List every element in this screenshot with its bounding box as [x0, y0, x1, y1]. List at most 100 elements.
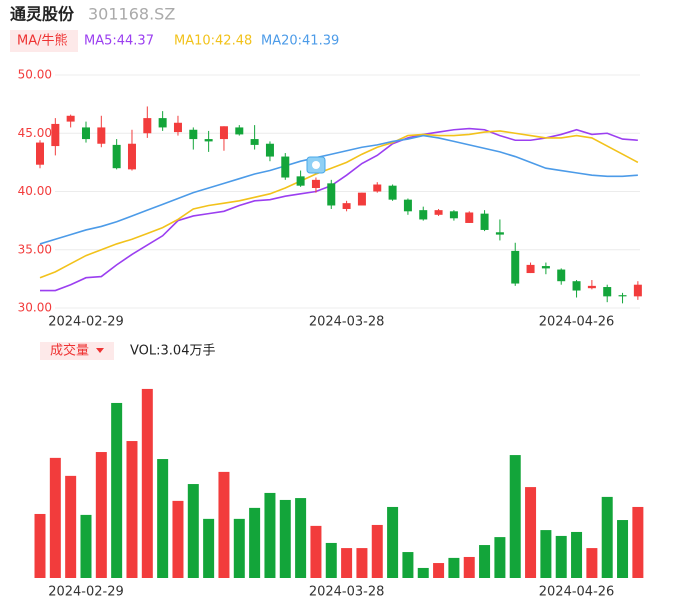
candle-body	[36, 142, 44, 165]
ma-line	[39, 130, 639, 279]
candle-body	[219, 126, 228, 140]
volume-title[interactable]: 成交量	[50, 343, 89, 359]
candle-body	[403, 199, 412, 212]
candle-body	[480, 213, 489, 230]
candle-body	[357, 192, 366, 206]
volume-bar	[479, 545, 491, 578]
volume-bar	[187, 484, 199, 578]
volume-bar	[49, 457, 61, 578]
volume-bar	[356, 548, 368, 578]
candle-body	[235, 127, 244, 135]
candle-body	[189, 129, 198, 140]
volume-bar	[295, 498, 307, 578]
volume-bar	[371, 524, 383, 578]
candle-body	[342, 203, 351, 209]
candle-body	[281, 156, 290, 178]
volume-bar	[433, 563, 445, 578]
volume-bar	[632, 506, 644, 578]
y-tick-label: 35.00	[18, 242, 52, 256]
candle-body	[112, 144, 121, 169]
stock-name: 通灵股份	[10, 5, 75, 24]
candle-body	[618, 295, 627, 297]
y-tick-label: 50.00	[18, 68, 52, 82]
x-tick-label: 2024-03-28	[309, 585, 385, 600]
x-tick-label: 2024-02-29	[48, 315, 124, 330]
indicator-box[interactable]	[10, 30, 78, 52]
volume-bar	[601, 496, 613, 578]
candle-body	[204, 139, 213, 142]
candle-body	[173, 122, 182, 133]
candle-body	[572, 281, 581, 291]
legend-entry: MA10:42.48	[174, 34, 252, 49]
candle-body	[296, 176, 305, 186]
volume-bar	[402, 552, 414, 578]
candle-body	[434, 210, 443, 215]
candle-body	[66, 115, 75, 122]
volume-bar	[509, 455, 521, 578]
volume-bar	[571, 531, 583, 578]
volume-bar	[126, 441, 138, 578]
volume-bar	[617, 520, 629, 578]
volume-bar	[111, 402, 123, 578]
indicator-label[interactable]: MA/牛熊	[17, 33, 68, 49]
volume-bar	[279, 499, 291, 578]
volume-bar	[34, 513, 46, 578]
volume-bar	[172, 500, 184, 578]
volume-bar	[141, 388, 153, 578]
candle-body	[265, 143, 274, 157]
candle-body	[633, 284, 642, 297]
x-tick-label: 2024-04-26	[539, 585, 615, 600]
legend-entry: MA20:41.39	[261, 34, 339, 49]
volume-bar	[157, 459, 169, 578]
ma-line	[40, 127, 638, 292]
volume-bar	[494, 537, 506, 578]
candle-body	[158, 118, 167, 128]
volume-bar	[387, 506, 399, 578]
candle-body	[127, 143, 136, 170]
candle-body	[449, 211, 458, 219]
volume-bar	[203, 518, 215, 578]
candle-body	[495, 232, 504, 235]
x-tick-label: 2024-02-29	[48, 585, 124, 600]
volume-bar	[65, 475, 77, 578]
volume-bar	[586, 548, 598, 578]
candle-body	[557, 269, 566, 282]
volume-bar	[218, 471, 230, 578]
stock-code: 301168.SZ	[88, 5, 175, 24]
candle-body	[327, 183, 336, 206]
candle-body	[465, 212, 474, 223]
volume-bar	[525, 487, 537, 578]
candle-body	[419, 210, 428, 220]
volume-bar	[325, 542, 337, 578]
x-tick-label: 2024-03-28	[309, 315, 385, 330]
volume-bar	[448, 557, 460, 578]
event-marker-dot	[312, 161, 320, 169]
volume-bar	[540, 530, 552, 578]
dropdown-arrow[interactable]	[96, 348, 104, 353]
volume-bar	[310, 525, 322, 578]
legend-entry: MA5:44.37	[84, 34, 154, 49]
candle-body	[587, 285, 596, 289]
y-tick-label: 30.00	[18, 301, 52, 315]
candle-body	[526, 264, 535, 274]
candle-body	[81, 127, 90, 140]
ma-line	[39, 134, 638, 245]
y-tick-label: 40.00	[18, 184, 52, 198]
candle-body	[373, 184, 382, 192]
volume-box[interactable]	[40, 342, 114, 360]
candle-body	[388, 185, 397, 200]
volume-bar	[249, 507, 261, 578]
volume-bar	[80, 514, 92, 578]
x-tick-label: 2024-04-26	[539, 315, 615, 330]
volume-label: VOL:3.04万手	[130, 344, 215, 359]
candle-body	[603, 287, 612, 297]
candle-body	[97, 127, 106, 144]
volume-bar	[417, 567, 429, 578]
candle-body	[311, 179, 320, 189]
volume-bar	[264, 492, 276, 578]
volume-bar	[95, 452, 107, 578]
y-tick-label: 45.00	[18, 126, 52, 140]
volume-bar	[555, 535, 567, 578]
candle-body	[143, 118, 152, 134]
